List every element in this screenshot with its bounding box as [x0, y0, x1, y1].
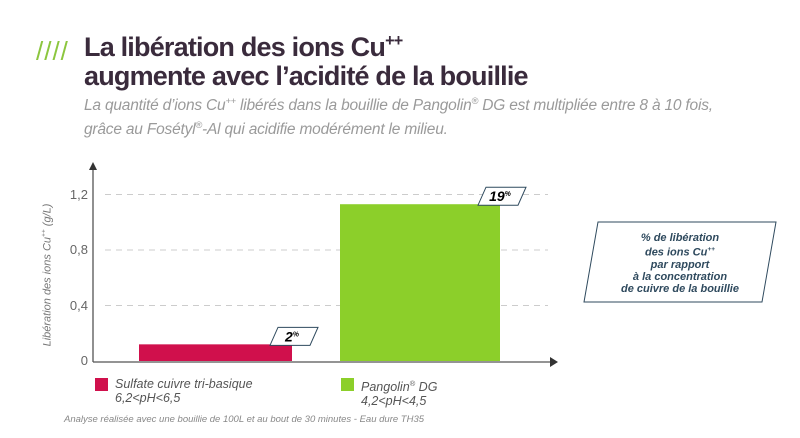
pct-data-label: 2%	[284, 328, 300, 344]
title-line-2: augmente avec l’acidité de la bouillie	[84, 61, 529, 91]
footnote: Analyse réalisée avec une bouillie de 10…	[64, 414, 425, 425]
callout-box	[583, 221, 777, 303]
callout-line: par rapport	[650, 258, 710, 271]
pct-label-box	[269, 326, 319, 346]
y-tick-label: 0	[80, 353, 88, 368]
callout-line: % de libération	[640, 232, 720, 244]
legend-swatch-sulfate	[95, 378, 108, 391]
bar-0	[139, 344, 292, 361]
subtitle-line-2: grâce au Fosétyl®-Al qui acidifie modéré…	[84, 120, 448, 139]
bar-1	[340, 204, 500, 361]
callout-line: des ions Cu++	[644, 246, 716, 259]
legend-swatch-pangolin	[341, 378, 354, 391]
title-line-1: La libération des ions Cu++	[84, 32, 403, 62]
subtitle-line-1: La quantité d’ions Cu++ libérés dans la …	[84, 96, 713, 115]
y-tick-label: 0,4	[69, 297, 88, 313]
y-axis-arrow-icon	[89, 162, 97, 170]
pct-data-label: 19%	[489, 188, 512, 204]
legend-item-sulfate: Sulfate cuivre tri-basique 6,2<pH<6,5	[115, 377, 253, 405]
y-tick-label: 1,2	[69, 186, 88, 202]
callout-text: % de libération des ions Cu++ par rappor…	[605, 232, 755, 295]
y-tick-label: 0,8	[69, 242, 88, 257]
x-axis-arrow-icon	[550, 357, 558, 367]
decorative-slashes: ////	[36, 36, 69, 66]
pct-label-box	[477, 186, 527, 206]
y-axis-label: Libération des ions Cu++ (g/L)	[40, 203, 54, 347]
callout-line: à la concentration	[632, 270, 728, 283]
callout-line: de cuivre de la bouillie	[621, 282, 739, 295]
legend-item-pangolin: Pangolin® DG 4,2<pH<4,5	[361, 379, 438, 409]
